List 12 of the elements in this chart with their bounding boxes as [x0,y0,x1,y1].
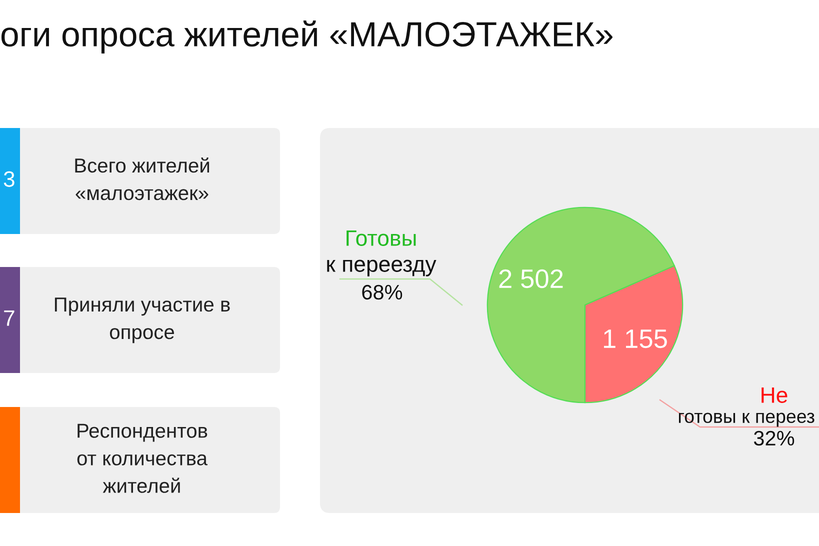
text: 7 [4,310,14,326]
text: 68% [362,284,402,300]
category-label: Всего жителей «малоэтажек» [75,157,210,200]
text: 3 [4,171,14,187]
data-label: 2 502 [499,269,563,288]
text: оги опроса жителей «МАЛОЭТАЖЕК» [1,20,612,54]
slice-label: Готовы к переезду [327,230,436,276]
data-label: 1 155 [604,330,667,348]
category-label: Приняли участие в опросе [54,298,230,344]
slice-label: Не готовы к переез [678,387,814,427]
text: 32% [754,430,794,446]
category-label: Респондентов от количества жителей [77,424,208,493]
